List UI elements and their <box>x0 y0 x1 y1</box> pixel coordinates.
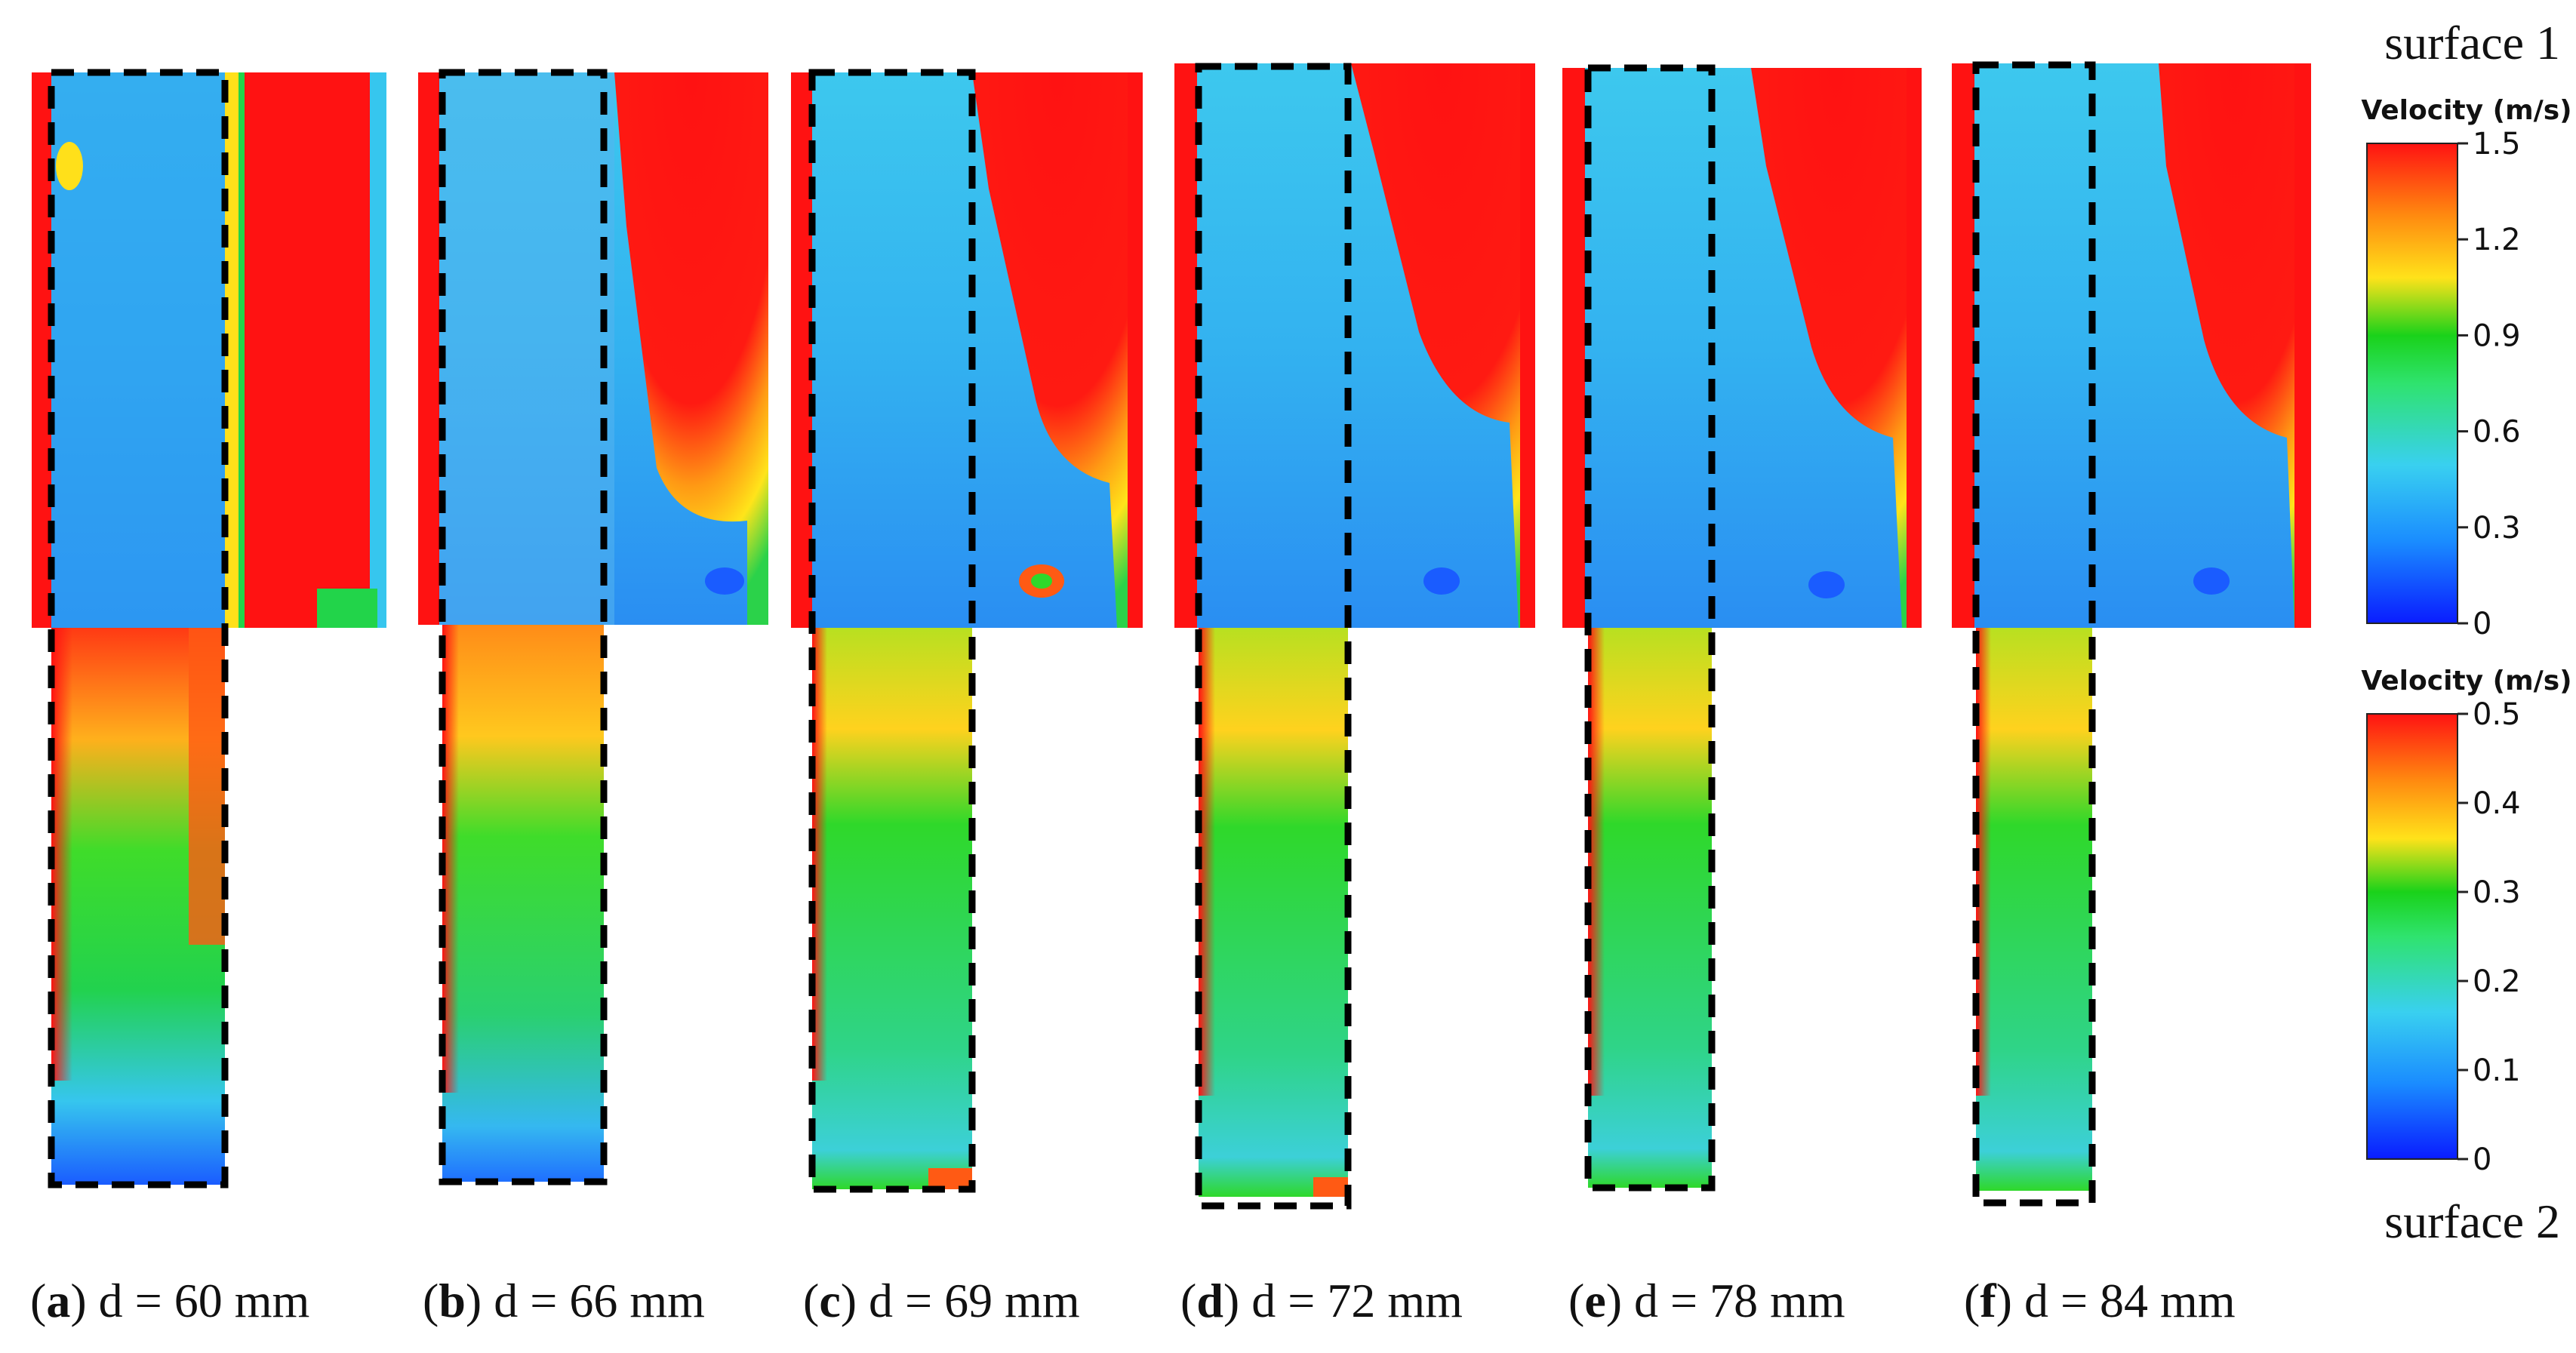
colorbar-2-title: Velocity (m/s) <box>2361 666 2571 696</box>
caption-f-rest: ) d = 84 mm <box>1996 1274 2236 1327</box>
colorbar-2-tick-label: 0.2 <box>2473 964 2521 999</box>
colorbar-1-tick-label: 0.6 <box>2473 415 2521 450</box>
caption-c: (c) d = 69 mm <box>803 1274 1080 1327</box>
panel-b-surface-1 <box>418 72 768 625</box>
caption-f-letter: f <box>1980 1274 1996 1327</box>
panel-e-surface-1 <box>1562 68 1922 628</box>
caption-e-rest: ) d = 78 mm <box>1606 1274 1845 1327</box>
colorbar-2-tick-label: 0.5 <box>2473 697 2521 732</box>
colorbar-1-tick-label: 0.9 <box>2473 318 2521 353</box>
dashed-outlines <box>48 61 2096 1210</box>
colorbar-2-tick-label: 0.1 <box>2473 1053 2521 1088</box>
caption-a: (a) d = 60 mm <box>30 1274 309 1327</box>
panel-f-surface-1 <box>1952 63 2311 628</box>
caption-a-letter: a <box>46 1274 70 1327</box>
surface-2-label: surface 2 <box>2384 1195 2560 1248</box>
panel-captions: (a) d = 60 mm (b) d = 66 mm (c) d = 69 m… <box>30 1274 2236 1327</box>
panel-a-surface-2 <box>51 628 225 1185</box>
colorbar-2-tick-label: 0 <box>2473 1142 2491 1177</box>
panel-d-surface-2 <box>1199 628 1348 1197</box>
caption-a-rest: ) d = 60 mm <box>70 1274 309 1327</box>
panel-b-surface-2 <box>442 625 604 1182</box>
caption-d: (d) d = 72 mm <box>1180 1274 1463 1327</box>
panel-f-surface-2 <box>1976 628 2092 1191</box>
caption-f: (f) d = 84 mm <box>1964 1274 2236 1327</box>
caption-e-letter: e <box>1584 1274 1605 1327</box>
panel-d-surface-1 <box>1174 63 1535 628</box>
colorbar-1-tick-label: 1.2 <box>2473 223 2521 257</box>
colorbar-surface-1: Velocity (m/s) 1.5 1.2 0.9 0.6 0.3 0 <box>2361 95 2571 641</box>
colorbar-2-tick-label: 0.4 <box>2473 786 2521 821</box>
colorbar-1-title: Velocity (m/s) <box>2361 95 2571 126</box>
contour-panels <box>32 61 2311 1210</box>
caption-b-letter: b <box>439 1274 466 1327</box>
caption-d-letter: d <box>1196 1274 1223 1327</box>
caption-b: (b) d = 66 mm <box>423 1274 705 1327</box>
colorbar-1-tick-label: 1.5 <box>2473 127 2521 161</box>
caption-c-letter: c <box>819 1274 840 1327</box>
colorbar-1-tick-label: 0 <box>2473 607 2491 641</box>
caption-e: (e) d = 78 mm <box>1568 1274 1845 1327</box>
panel-a-surface-1 <box>32 72 386 628</box>
colorbar-surface-2: Velocity (m/s) 0.5 0.4 0.3 0.2 0.1 0 <box>2361 666 2571 1177</box>
caption-d-rest: ) d = 72 mm <box>1223 1274 1463 1327</box>
caption-c-rest: ) d = 69 mm <box>841 1274 1080 1327</box>
panel-c-surface-2 <box>812 628 972 1189</box>
colorbar-1-tick-label: 0.3 <box>2473 511 2521 546</box>
panel-e-surface-2 <box>1588 628 1712 1188</box>
caption-b-rest: ) d = 66 mm <box>466 1274 705 1327</box>
surface-1-label: surface 1 <box>2384 16 2560 69</box>
panel-c-surface-1 <box>791 72 1143 628</box>
colorbar-2-tick-label: 0.3 <box>2473 875 2521 910</box>
